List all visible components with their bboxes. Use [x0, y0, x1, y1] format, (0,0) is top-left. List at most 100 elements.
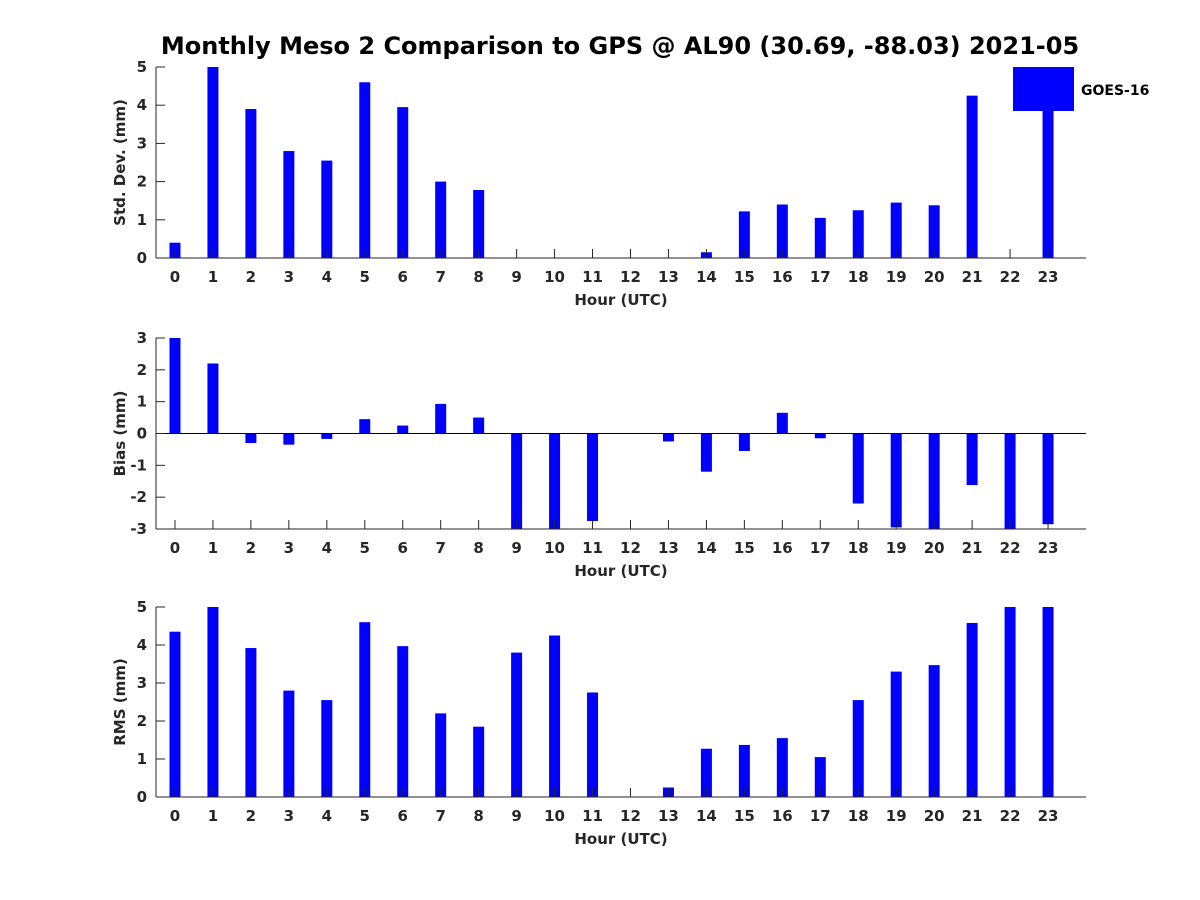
bar: [852, 210, 864, 258]
y-tick-label: 5: [137, 598, 147, 616]
bar: [245, 109, 257, 259]
x-tick-label: 19: [886, 807, 907, 825]
x-tick-label: 15: [734, 807, 755, 825]
x-tick-label: 18: [848, 807, 869, 825]
x-tick-label: 7: [435, 268, 445, 286]
bar: [169, 631, 181, 797]
x-tick-label: 9: [511, 807, 521, 825]
y-tick-label: 1: [137, 211, 147, 229]
bar: [738, 211, 750, 258]
bar: [966, 95, 978, 259]
x-tick-label: 12: [620, 807, 641, 825]
x-tick-label: 17: [810, 268, 831, 286]
bar: [283, 433, 295, 445]
bar: [852, 700, 864, 797]
bar: [738, 744, 750, 797]
bar: [1042, 67, 1054, 258]
x-tick-label: 0: [170, 539, 180, 557]
bar: [928, 205, 940, 258]
y-tick-label: 2: [137, 173, 147, 191]
y-tick-label: -3: [130, 520, 147, 538]
x-tick-label: 11: [582, 807, 603, 825]
bar: [776, 204, 788, 258]
y-tick-label: 1: [137, 750, 147, 768]
legend-label: GOES-16: [1081, 83, 1149, 99]
bar: [1004, 607, 1016, 797]
x-tick-label: 8: [473, 539, 483, 557]
x-tick-label: 3: [284, 807, 294, 825]
bar: [928, 433, 940, 529]
y-tick-label: 0: [137, 425, 147, 443]
y-tick-label: 2: [137, 361, 147, 379]
y-axis-label: Std. Dev. (mm): [111, 99, 129, 226]
x-tick-label: 20: [924, 268, 945, 286]
bar: [169, 338, 181, 434]
legend: GOES-16: [1013, 67, 1149, 111]
bar: [473, 417, 485, 434]
bar: [776, 738, 788, 797]
bar: [738, 433, 750, 452]
x-tick-label: 19: [886, 268, 907, 286]
bar: [397, 646, 409, 797]
x-tick-label: 6: [398, 539, 408, 557]
x-axis-label: Hour (UTC): [574, 562, 667, 580]
x-tick-label: 2: [246, 807, 256, 825]
x-tick-label: 1: [208, 268, 218, 286]
bar: [700, 433, 712, 472]
y-tick-label: 0: [137, 249, 147, 267]
y-tick-label: 3: [137, 134, 147, 152]
x-tick-label: 7: [435, 539, 445, 557]
bar: [662, 433, 674, 442]
x-tick-label: 14: [696, 539, 717, 557]
x-tick-label: 21: [962, 539, 983, 557]
bar: [890, 433, 902, 528]
y-tick-label: -2: [130, 488, 147, 506]
bar: [966, 622, 978, 797]
x-tick-label: 9: [511, 539, 521, 557]
bar: [1042, 433, 1054, 525]
y-tick-label: 1: [137, 393, 147, 411]
x-tick-label: 3: [284, 268, 294, 286]
bar: [1042, 607, 1054, 797]
chart-panel-2: 0 1 2 3 4 5 6 7 8 9 10 11 12 13 14 15 16 17 18 19 20 21 22 23-3…: [111, 329, 1086, 580]
y-tick-label: -1: [130, 456, 147, 474]
bar: [397, 107, 409, 258]
x-tick-label: 18: [848, 268, 869, 286]
bar: [321, 700, 333, 797]
y-tick-label: 3: [137, 329, 147, 347]
x-tick-label: 11: [582, 539, 603, 557]
x-tick-label: 23: [1038, 268, 1059, 286]
bar: [397, 425, 409, 434]
x-tick-label: 8: [473, 807, 483, 825]
bar: [245, 648, 257, 797]
bar: [700, 748, 712, 797]
x-tick-label: 16: [772, 268, 793, 286]
bar: [776, 412, 788, 434]
bar: [511, 433, 523, 529]
x-tick-label: 11: [582, 268, 603, 286]
x-tick-label: 10: [544, 807, 565, 825]
bar: [473, 726, 485, 797]
bar: [435, 181, 447, 258]
x-tick-label: 13: [658, 268, 679, 286]
x-tick-label: 16: [772, 807, 793, 825]
bar: [549, 635, 561, 797]
bar: [966, 433, 978, 486]
x-tick-label: 5: [360, 268, 370, 286]
x-tick-label: 4: [322, 268, 332, 286]
x-tick-label: 22: [1000, 539, 1021, 557]
bar: [245, 433, 257, 444]
bar: [852, 433, 864, 504]
x-axis-label: Hour (UTC): [574, 830, 667, 848]
x-axis-label: Hour (UTC): [574, 291, 667, 309]
x-tick-label: 0: [170, 807, 180, 825]
y-tick-label: 4: [137, 96, 147, 114]
bar: [359, 622, 371, 797]
bar: [207, 607, 219, 797]
x-tick-label: 1: [208, 539, 218, 557]
x-tick-label: 15: [734, 268, 755, 286]
bar: [435, 713, 447, 797]
x-tick-label: 10: [544, 539, 565, 557]
x-tick-label: 5: [360, 807, 370, 825]
